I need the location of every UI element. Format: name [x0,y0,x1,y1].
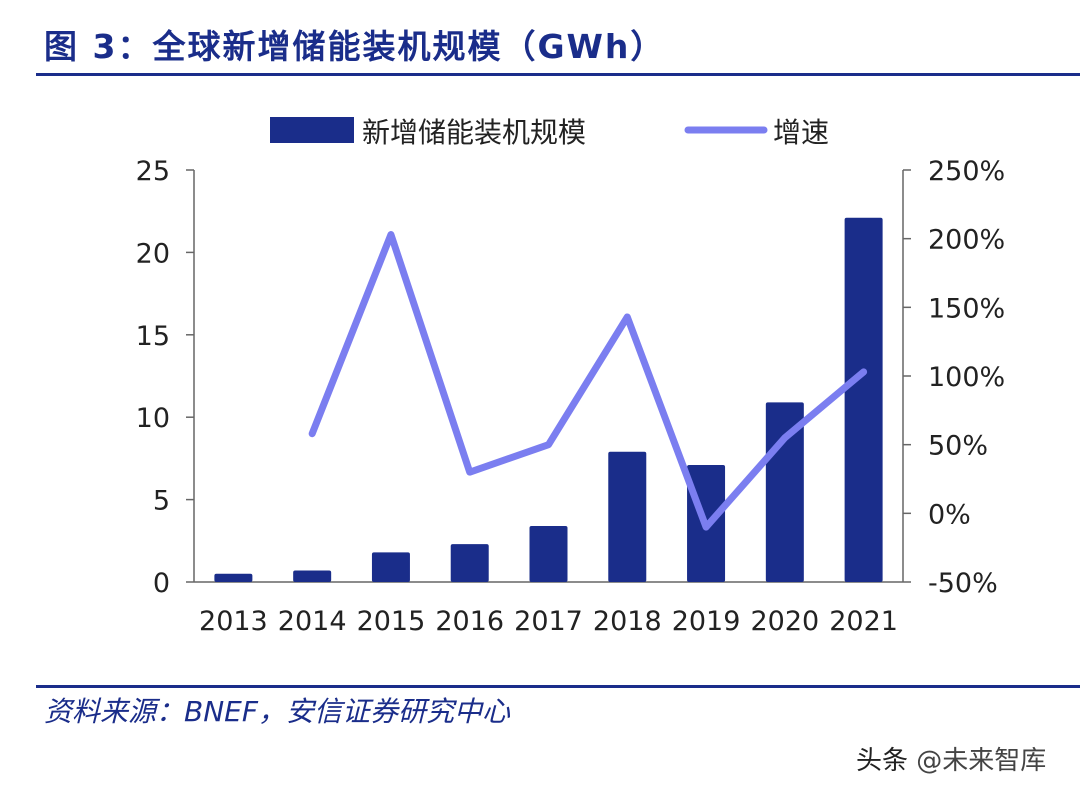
line-point [626,315,629,318]
x-tick-label: 2014 [278,606,347,637]
right-tick-label: 200% [928,225,1005,256]
bar-series [214,217,883,583]
bar [214,573,253,582]
left-tick-label: 20 [136,238,170,269]
right-tick-label: 250% [928,156,1005,187]
line-point [389,233,392,236]
bar [608,451,647,582]
left-tick-label: 15 [136,321,170,352]
x-tick-label: 2019 [672,606,741,637]
tick-labels: 0 5 10 15 20 25 -50% 0% 50% 100% 150% 200% 250% 2013 2… [136,156,1006,637]
right-tick-label: 100% [928,362,1005,393]
right-tick-label: 150% [928,293,1005,324]
combo-chart: 新增储能装机规模 增速 0 5 10 15 20 25 -50% 0% 50% 100% 150% 20… [136,116,1006,637]
right-tick-label: 0% [928,499,971,530]
watermark-platform: 头条 [856,746,909,776]
line-series [308,231,868,531]
bar [844,217,883,583]
x-tick-label: 2016 [435,606,504,637]
left-tick-label: 0 [153,568,170,599]
left-tick-label: 5 [153,486,170,517]
bar [450,544,489,582]
line-point [547,443,550,446]
bar [293,570,332,582]
x-tick-label: 2021 [829,606,898,637]
line-point [862,370,865,373]
line-point [468,471,471,474]
bar [371,552,410,582]
line-point [311,432,314,435]
figure-title: 图 3：全球新增储能装机规模（GWh） [44,27,666,66]
source-note: 资料来源：BNEF，安信证券研究中心 [44,695,510,728]
line-point [705,526,708,529]
bar [529,525,568,582]
x-tick-label: 2020 [750,606,819,637]
legend-bar-swatch [270,117,354,143]
x-tick-label: 2018 [593,606,662,637]
left-tick-label: 25 [136,156,170,187]
legend-line-label: 增速 [773,116,829,149]
legend-bar-label: 新增储能装机规模 [362,116,586,149]
watermark: 头条 @未来智库 [856,740,1046,777]
x-tick-label: 2015 [357,606,426,637]
x-tick-label: 2013 [199,606,268,637]
line-point [783,436,786,439]
watermark-handle: @未来智库 [916,746,1047,776]
source-rule [36,685,1080,688]
growth-line [308,231,868,531]
title-rule [36,73,1080,76]
legend: 新增储能装机规模 增速 [270,116,829,149]
right-tick-label: 50% [928,431,988,462]
right-tick-label: -50% [928,568,998,599]
x-tick-label: 2017 [514,606,583,637]
left-tick-label: 10 [136,403,170,434]
